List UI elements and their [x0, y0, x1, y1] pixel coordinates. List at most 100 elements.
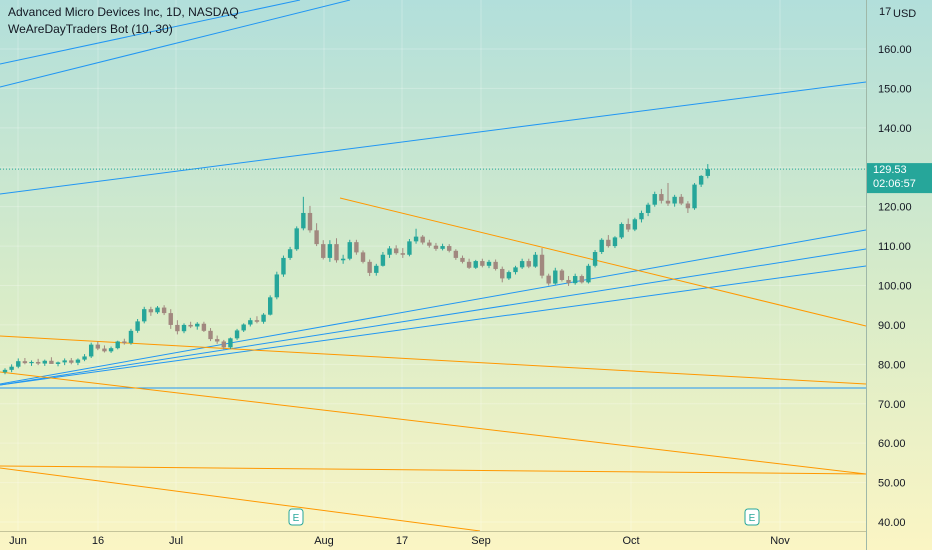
candle-26	[175, 320, 180, 335]
candle-body-8	[55, 362, 61, 364]
candle-79	[526, 258, 531, 269]
trend-line-4[interactable]	[0, 248, 867, 386]
price-tick-label: 90.00	[878, 320, 906, 332]
candle-body-94	[626, 224, 631, 230]
trend-line-2[interactable]	[0, 81, 867, 195]
candle-body-103	[685, 203, 691, 209]
candle-body-73	[486, 261, 492, 266]
candle-64	[427, 239, 432, 248]
candle-28	[188, 321, 193, 329]
earnings-marker-1[interactable]: E	[744, 508, 760, 526]
trend-line-1[interactable]	[0, 0, 351, 88]
candle-35	[234, 328, 240, 340]
price-tick-label: 80.00	[878, 359, 906, 371]
candle-body-28	[188, 324, 193, 327]
candle-body-84	[559, 270, 565, 280]
candle-body-23	[155, 307, 160, 313]
candle-17	[115, 340, 120, 350]
candle-36	[241, 323, 246, 333]
candle-body-53	[354, 242, 359, 253]
candle-body-50	[334, 244, 339, 261]
candle-body-27	[181, 324, 187, 332]
candle-body-52	[347, 242, 352, 259]
candle-82	[546, 273, 551, 286]
trend-line-11[interactable]	[0, 467, 481, 532]
last-price-value: 129.53	[873, 164, 907, 176]
candle-57	[380, 251, 386, 267]
candle-body-70	[466, 261, 472, 268]
currency-label: USD	[893, 8, 916, 20]
candle-72	[480, 258, 485, 268]
candle-1	[9, 364, 14, 373]
time-axis[interactable]: Jun 16 Jul Aug 17 Sep Oct Nov	[9, 535, 790, 547]
earnings-icon[interactable]	[744, 508, 760, 526]
candle-93	[619, 222, 624, 239]
candle-body-22	[148, 309, 154, 313]
candle-body-48	[321, 244, 326, 258]
candle-56	[374, 263, 379, 276]
candle-70	[466, 258, 472, 269]
chart-title[interactable]: Advanced Micro Devices Inc, 1D, NASDAQ	[8, 5, 239, 19]
trend-line-7[interactable]	[339, 197, 867, 327]
candle-54	[360, 250, 366, 264]
candle-body-71	[473, 261, 478, 268]
candle-22	[148, 306, 154, 316]
candle-body-6	[42, 360, 47, 364]
candle-body-75	[500, 268, 505, 279]
candle-body-101	[672, 196, 677, 204]
candle-95	[632, 217, 638, 232]
candle-body-55	[367, 261, 372, 273]
candle-8	[55, 361, 61, 367]
candle-3	[22, 358, 28, 365]
candle-body-88	[586, 265, 591, 283]
candle-51	[340, 254, 346, 264]
candle-77	[513, 265, 518, 275]
candles	[2, 164, 710, 375]
candle-50	[334, 238, 339, 263]
candle-27	[181, 323, 187, 334]
candle-body-9	[62, 360, 67, 363]
trend-line-3[interactable]	[0, 229, 867, 385]
candle-10	[69, 358, 74, 365]
candle-98	[652, 191, 657, 207]
candle-body-69	[460, 257, 465, 262]
candle-body-65	[433, 245, 439, 249]
candle-body-38	[254, 320, 260, 322]
candle-body-97	[645, 204, 651, 213]
candle-14	[95, 341, 101, 351]
earnings-icon[interactable]	[288, 508, 304, 526]
trend-line-5[interactable]	[0, 265, 867, 386]
candle-body-49	[327, 244, 333, 258]
candle-body-82	[546, 275, 551, 284]
candle-body-24	[161, 307, 167, 314]
candle-body-104	[692, 184, 697, 209]
candle-body-33	[221, 341, 226, 348]
indicator-label[interactable]: WeAreDayTraders Bot (10, 30)	[8, 22, 173, 36]
candle-43	[287, 246, 293, 260]
candle-71	[473, 259, 478, 269]
candle-body-74	[493, 261, 498, 269]
candle-body-37	[248, 320, 253, 325]
candle-69	[460, 255, 465, 264]
candle-91	[606, 235, 611, 248]
candle-49	[327, 240, 333, 262]
earnings-marker-0[interactable]: E	[288, 508, 304, 526]
candle-body-18	[122, 341, 127, 344]
candle-body-100	[665, 200, 671, 204]
candle-21	[142, 306, 147, 324]
candle-body-95	[632, 219, 638, 230]
trend-line-8[interactable]	[0, 335, 867, 385]
trend-line-10[interactable]	[0, 465, 867, 475]
trend-line-9[interactable]	[0, 371, 867, 475]
candle-9	[62, 358, 67, 366]
candle-body-106	[705, 169, 710, 176]
candle-16	[108, 346, 114, 353]
candle-61	[407, 238, 412, 257]
candle-44	[294, 226, 299, 251]
price-tick-label: 120.00	[878, 202, 912, 214]
trend-lines[interactable]	[0, 0, 867, 532]
candle-body-46	[307, 212, 313, 231]
trend-line-0[interactable]	[0, 0, 301, 65]
